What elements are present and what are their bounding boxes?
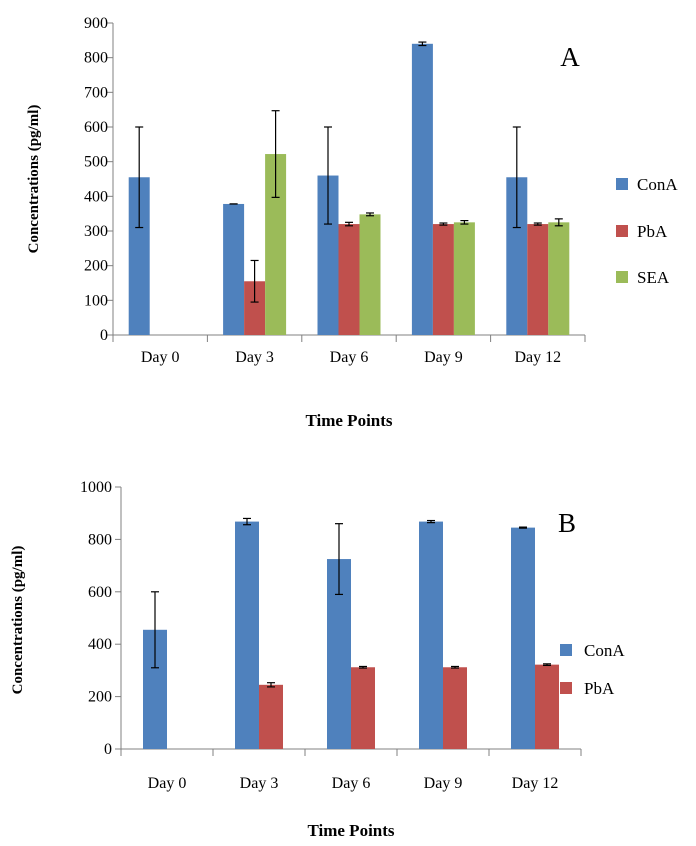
y-tick-label: 200 (88, 689, 112, 706)
x-tick-label: Day 0 (148, 775, 187, 792)
legend-swatch (616, 178, 628, 190)
x-tick-label: Day 9 (424, 349, 463, 366)
bar-sea (359, 214, 381, 335)
bar-sea (548, 222, 570, 335)
y-tick-label: 500 (84, 154, 108, 171)
y-axis-title: Concentrations (pg/ml) (26, 105, 42, 254)
legend-label: SEA (637, 268, 670, 287)
x-tick-label: Day 6 (332, 775, 371, 792)
bar-pba (432, 224, 454, 335)
bar-cona (511, 527, 535, 749)
legend-label: PbA (584, 679, 615, 698)
panel-label: B (558, 508, 576, 538)
x-tick-label: Day 12 (512, 775, 559, 792)
legend-label: ConA (637, 175, 678, 194)
legend-swatch (616, 271, 628, 283)
x-axis-title: Time Points (307, 821, 394, 840)
bar-pba (535, 664, 559, 749)
y-tick-label: 600 (88, 584, 112, 601)
bar-cona (317, 175, 339, 335)
legend-swatch (560, 644, 572, 656)
y-tick-label: 800 (84, 50, 108, 67)
y-tick-label: 0 (100, 327, 108, 344)
y-tick-label: 0 (104, 741, 112, 758)
bar-cona (235, 521, 259, 749)
x-tick-label: Day 0 (141, 349, 180, 366)
legend-swatch (616, 225, 628, 237)
bar-cona (419, 521, 443, 749)
y-tick-label: 1000 (80, 479, 112, 496)
y-tick-label: 200 (84, 258, 108, 275)
legend-label: PbA (637, 222, 668, 241)
bar-cona (223, 203, 245, 335)
y-tick-label: 700 (84, 84, 108, 101)
x-tick-label: Day 6 (330, 349, 369, 366)
legend-label: ConA (584, 641, 625, 660)
bar-pba (244, 281, 266, 335)
y-tick-label: 100 (84, 292, 108, 309)
legend-swatch (560, 682, 572, 694)
y-tick-label: 400 (84, 188, 108, 205)
y-tick-label: 900 (84, 15, 108, 32)
bar-sea (453, 222, 475, 335)
x-tick-label: Day 12 (514, 349, 561, 366)
y-tick-label: 300 (84, 223, 108, 240)
bar-cona (411, 43, 433, 336)
bar-sea (265, 154, 287, 335)
panel-label: A (560, 42, 580, 72)
x-tick-label: Day 3 (235, 349, 274, 366)
y-axis-title: Concentrations (pg/ml) (10, 546, 26, 695)
x-axis-title: Time Points (305, 411, 392, 430)
x-tick-label: Day 9 (424, 775, 463, 792)
x-tick-label: Day 3 (240, 775, 279, 792)
y-tick-label: 600 (84, 119, 108, 136)
bar-pba (351, 667, 375, 749)
bar-pba (338, 224, 360, 335)
bar-pba (443, 667, 467, 749)
y-tick-label: 800 (88, 531, 112, 548)
bar-pba (259, 684, 283, 749)
y-tick-label: 400 (88, 636, 112, 653)
bar-cona (128, 177, 150, 335)
bar-pba (527, 224, 549, 335)
bar-cona (506, 177, 528, 335)
